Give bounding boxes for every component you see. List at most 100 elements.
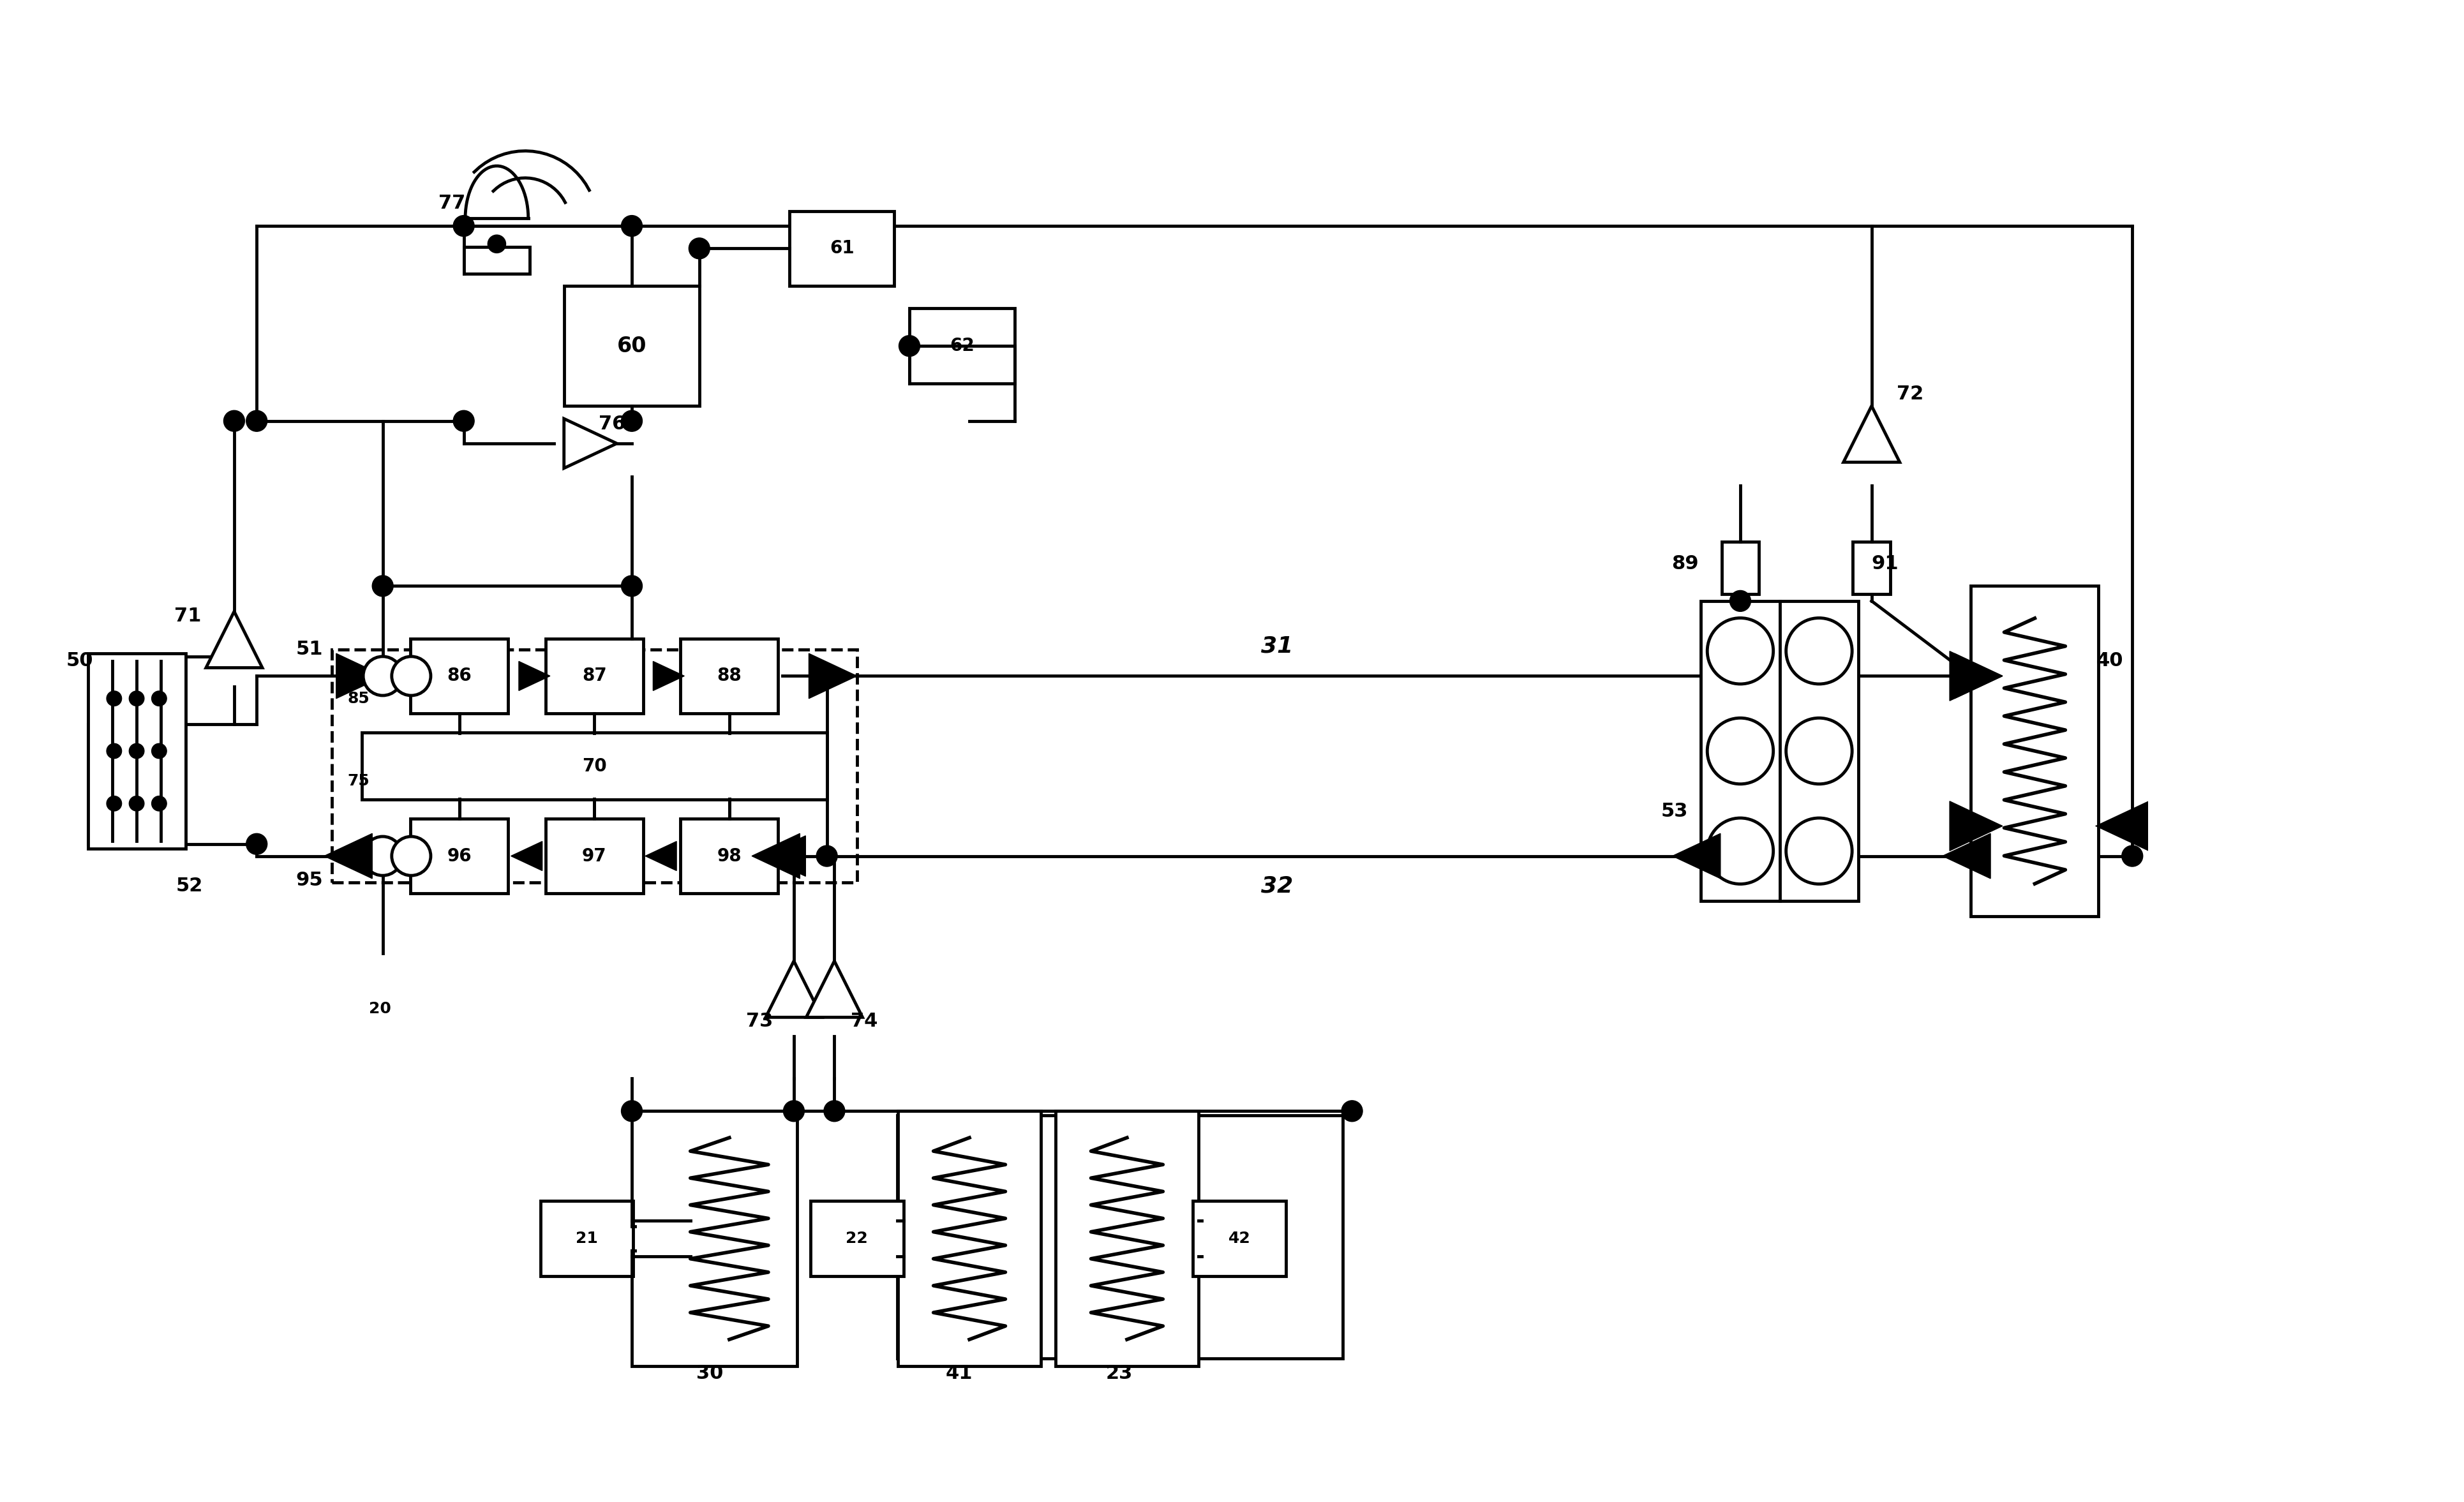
Circle shape — [1708, 718, 1774, 784]
Bar — [1722, 542, 1759, 595]
Polygon shape — [1843, 406, 1900, 463]
Text: 31: 31 — [1262, 635, 1294, 656]
Text: 30: 30 — [697, 1364, 724, 1383]
Polygon shape — [1673, 834, 1720, 879]
Polygon shape — [520, 661, 549, 691]
Text: 53: 53 — [1661, 802, 1688, 820]
Bar — [564, 285, 700, 406]
Polygon shape — [646, 841, 678, 871]
Circle shape — [1786, 718, 1853, 784]
Circle shape — [153, 743, 168, 759]
Text: 61: 61 — [830, 239, 855, 257]
Text: 40: 40 — [2097, 652, 2124, 670]
Polygon shape — [1942, 834, 1991, 879]
Text: 60: 60 — [616, 335, 646, 356]
Circle shape — [453, 410, 473, 431]
Circle shape — [1340, 1101, 1363, 1122]
Text: 97: 97 — [582, 847, 606, 865]
Circle shape — [899, 335, 919, 356]
Bar — [545, 638, 643, 713]
Bar — [897, 1116, 1343, 1359]
Text: 77: 77 — [439, 194, 466, 213]
Circle shape — [246, 410, 266, 431]
Polygon shape — [510, 841, 542, 871]
Bar — [89, 653, 185, 849]
Circle shape — [392, 837, 431, 876]
Text: 86: 86 — [446, 667, 471, 685]
Circle shape — [2122, 846, 2144, 867]
Bar — [631, 1111, 796, 1367]
Circle shape — [106, 796, 121, 811]
Polygon shape — [207, 611, 261, 668]
Polygon shape — [806, 961, 862, 1017]
Text: 95: 95 — [296, 871, 323, 889]
Text: 62: 62 — [949, 336, 973, 354]
Circle shape — [372, 575, 394, 596]
Bar — [362, 733, 828, 799]
Bar — [811, 1202, 904, 1277]
Circle shape — [153, 796, 168, 811]
Circle shape — [1708, 617, 1774, 683]
Polygon shape — [808, 653, 857, 698]
Polygon shape — [1954, 653, 2003, 698]
Circle shape — [816, 665, 838, 686]
Circle shape — [621, 410, 643, 431]
Text: 74: 74 — [850, 1012, 877, 1030]
Circle shape — [816, 846, 838, 867]
Text: 42: 42 — [1230, 1232, 1252, 1247]
Circle shape — [128, 743, 143, 759]
Text: 91: 91 — [1870, 554, 1897, 572]
Circle shape — [1730, 590, 1752, 611]
Bar — [899, 1111, 1040, 1367]
Bar — [411, 819, 508, 894]
Circle shape — [153, 691, 168, 706]
Circle shape — [362, 656, 402, 695]
Bar — [1193, 1202, 1286, 1277]
Circle shape — [246, 834, 266, 855]
Circle shape — [106, 743, 121, 759]
Text: 32: 32 — [1262, 876, 1294, 897]
Bar — [680, 819, 779, 894]
Circle shape — [621, 215, 643, 236]
Text: 71: 71 — [175, 607, 202, 625]
Text: 87: 87 — [582, 667, 606, 685]
Text: 76: 76 — [599, 415, 626, 433]
Circle shape — [1786, 617, 1853, 683]
Circle shape — [621, 1101, 643, 1122]
Polygon shape — [752, 834, 801, 879]
Circle shape — [224, 410, 244, 431]
Circle shape — [106, 691, 121, 706]
Circle shape — [392, 656, 431, 695]
Bar — [333, 650, 857, 882]
Polygon shape — [761, 835, 806, 876]
Circle shape — [128, 796, 143, 811]
Circle shape — [1786, 819, 1853, 885]
Bar — [463, 246, 530, 273]
Circle shape — [823, 1101, 845, 1122]
Polygon shape — [325, 834, 372, 879]
Text: 20: 20 — [370, 1002, 392, 1017]
Polygon shape — [564, 419, 616, 469]
Text: 88: 88 — [717, 667, 742, 685]
Text: 41: 41 — [946, 1364, 973, 1383]
Bar — [545, 819, 643, 894]
Circle shape — [362, 837, 402, 876]
Bar — [1853, 542, 1890, 595]
Text: 73: 73 — [747, 1012, 774, 1030]
Text: 98: 98 — [717, 847, 742, 865]
Text: 72: 72 — [1897, 385, 1924, 403]
Polygon shape — [1949, 801, 2003, 850]
Text: 51: 51 — [296, 640, 323, 658]
Bar — [1700, 601, 1858, 901]
Text: 22: 22 — [845, 1232, 867, 1247]
Text: 50: 50 — [67, 652, 94, 670]
Polygon shape — [2099, 804, 2146, 849]
Polygon shape — [653, 661, 685, 691]
Polygon shape — [1949, 652, 2003, 701]
Text: 23: 23 — [1106, 1364, 1133, 1383]
Bar — [1971, 586, 2099, 916]
Bar — [909, 308, 1015, 383]
Circle shape — [1961, 665, 1981, 686]
Polygon shape — [335, 653, 384, 698]
Bar — [680, 638, 779, 713]
